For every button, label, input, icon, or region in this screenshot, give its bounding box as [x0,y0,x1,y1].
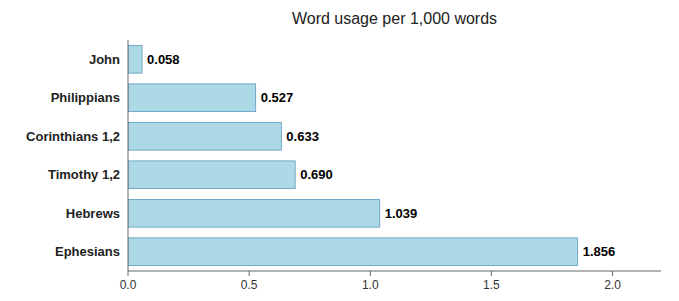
bar [128,238,578,266]
x-axis: 0.0 0.5 1.0 1.5 2.0 [120,271,622,292]
data-label: 0.633 [286,129,319,144]
tick-mark [249,271,250,276]
category-label: Corinthians 1,2 [26,129,120,144]
tick-label: 0.0 [120,278,137,292]
data-label: 0.690 [300,167,333,182]
y-axis: John Philippians Corinthians 1,2 Timothy 1,… [26,52,120,260]
tick-mark [128,271,129,276]
tick-mark [370,271,371,276]
bar [128,122,281,150]
bar [128,84,256,112]
chart-title: Word usage per 1,000 words [292,10,497,27]
bar [128,45,142,73]
bar [128,199,380,227]
x-axis-line [128,271,661,272]
tick-label: 1.0 [362,278,379,292]
data-labels: 0.058 0.527 0.633 0.690 1.039 1.856 [147,52,615,260]
tick-label: 2.0 [604,278,621,292]
bar [128,161,295,189]
category-label: John [89,52,120,67]
tick-mark [612,271,613,276]
bars [128,45,578,265]
data-label: 0.058 [147,52,180,67]
chart-container: Word usage per 1,000 words 0.0 0.5 1.0 1.5 2.… [0,0,679,301]
category-label: Philippians [51,90,120,105]
category-label: Hebrews [66,206,120,221]
category-label: Timothy 1,2 [48,167,120,182]
category-label: Ephesians [55,244,120,259]
chart-svg: Word usage per 1,000 words 0.0 0.5 1.0 1.5 2.… [0,0,679,301]
tick-mark [491,271,492,276]
tick-label: 0.5 [241,278,258,292]
data-label: 1.856 [583,244,616,259]
data-label: 0.527 [261,90,294,105]
y-axis-line [128,40,129,271]
data-label: 1.039 [385,206,418,221]
tick-label: 1.5 [483,278,500,292]
